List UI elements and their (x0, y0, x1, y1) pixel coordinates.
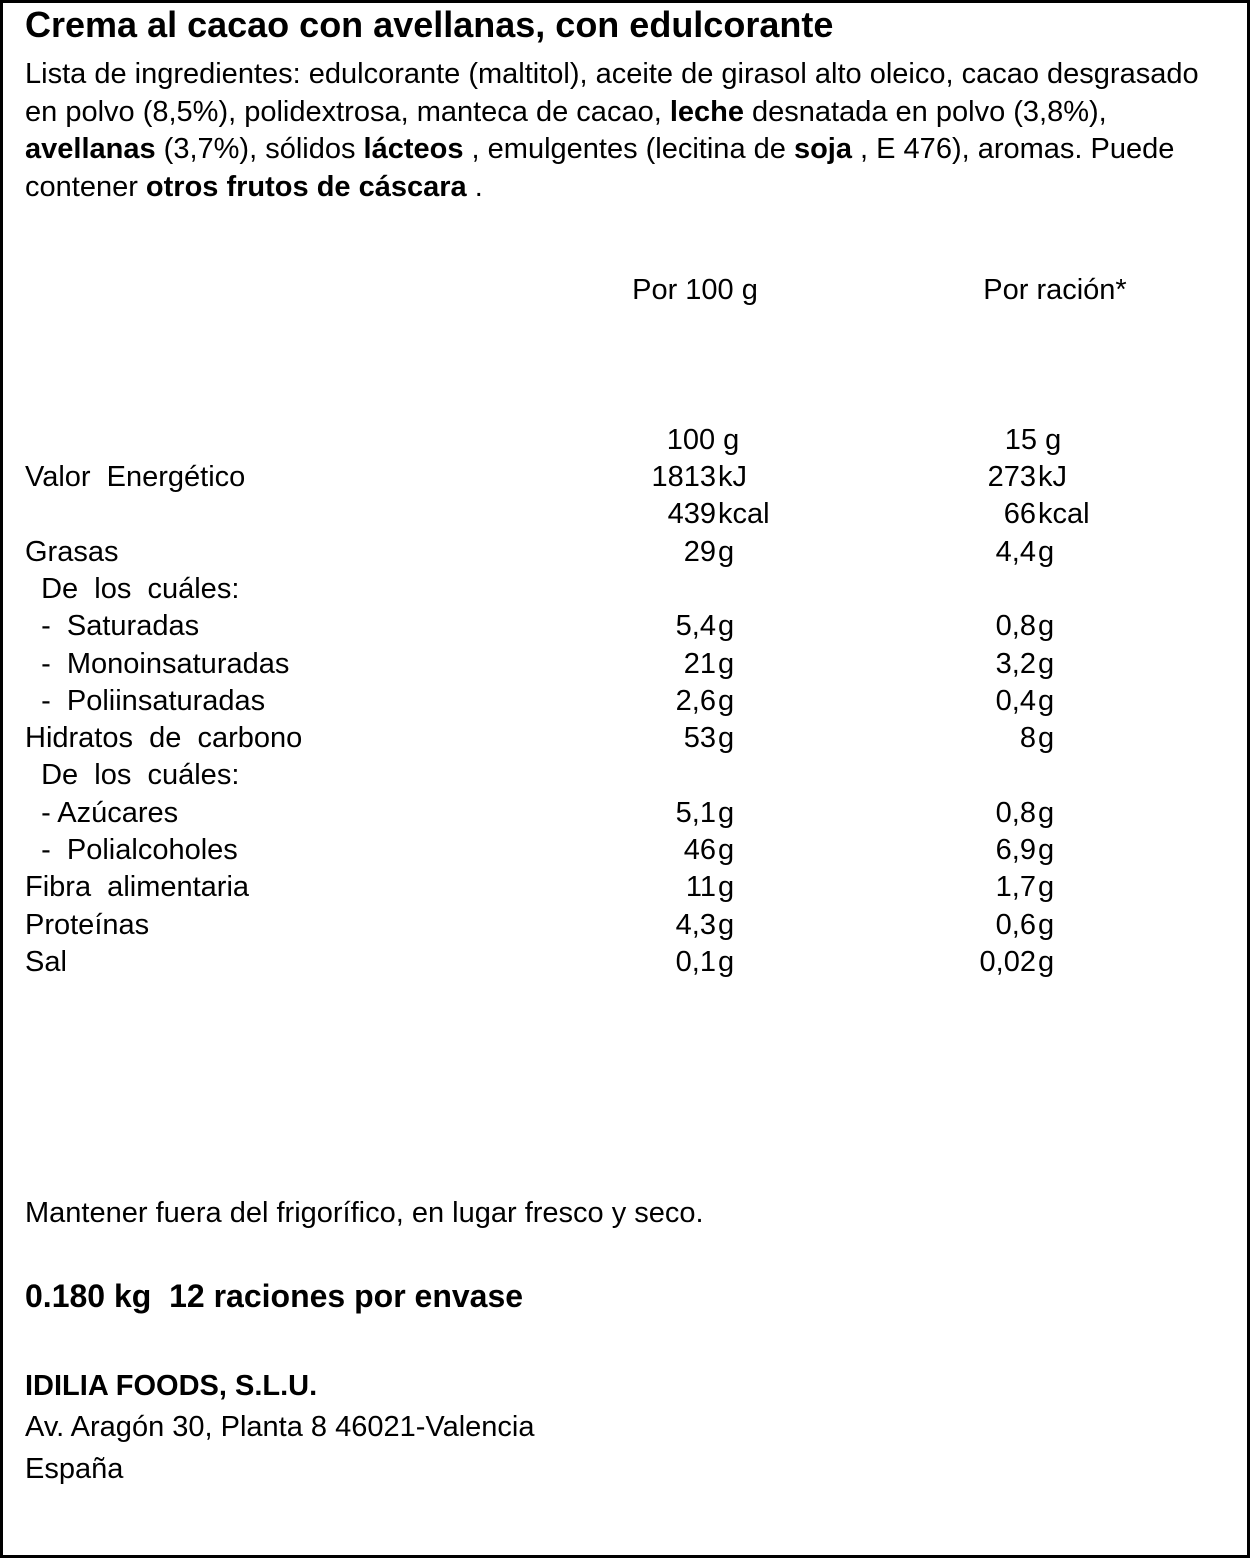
unit-per-100g: g (718, 796, 735, 829)
nutrient-label: Sal (25, 945, 67, 978)
unit-per-serving: g (1038, 871, 1055, 904)
ingredient-text: Lista de ingredientes: edulcorante (malt… (25, 58, 1199, 128)
table-row: Grasas 29 g 4,4 g (0, 534, 1250, 571)
unit-per-serving: g (1038, 722, 1055, 755)
nutrient-label: Hidratos de carbono (25, 722, 303, 755)
unit-per-100g: kJ (718, 461, 747, 493)
value-per-serving: 0,6 (995, 908, 1036, 941)
nutrient-label: - Saturadas (25, 610, 200, 643)
value-per-100g: 46 (683, 834, 716, 866)
table-row: Hidratos de carbono 53 g 8 g (0, 720, 1250, 757)
table-row: De los cuáles: (0, 571, 1250, 608)
value-per-100g: 53 (683, 722, 716, 755)
value-per-100g: 5,4 (675, 610, 716, 643)
nutrient-label: Valor Energético (25, 461, 246, 493)
table-row: Fibra alimentaria 11 g 1,7 g (0, 869, 1250, 906)
unit-per-serving: g (1038, 834, 1055, 866)
value-per-serving: 0,4 (995, 684, 1036, 717)
col-header-per-100g: Por 100 g (632, 274, 758, 306)
nutrient-label: Grasas (25, 535, 119, 568)
unit-per-serving: g (1038, 684, 1055, 717)
portion-col2: 15 g (1004, 424, 1062, 456)
unit-per-serving: g (1038, 908, 1055, 941)
value-per-100g: 5,1 (675, 796, 716, 829)
unit-per-serving: g (1038, 610, 1055, 643)
unit-per-100g: kcal (718, 498, 770, 531)
value-per-serving: 4,4 (995, 535, 1036, 568)
table-row: - Azúcares 5,1 g 0,8 g (0, 795, 1250, 832)
value-per-serving: 1,7 (995, 871, 1036, 904)
nutrient-label: - Polialcoholes (25, 834, 238, 866)
net-weight: 0.180 kg 12 raciones por envase (25, 1278, 524, 1314)
value-per-100g: 29 (683, 535, 716, 568)
unit-per-serving: kcal (1038, 498, 1090, 531)
value-per-100g: 1813 (651, 461, 716, 493)
unit-per-100g: g (718, 834, 735, 866)
table-row: De los cuáles: (0, 757, 1250, 794)
value-per-serving: 273 (987, 461, 1036, 493)
portion-row: 100 g 15 g (0, 422, 1250, 459)
ingredient-text: , emulgentes (lecitina de (463, 133, 794, 165)
product-title: Crema al cacao con avellanas, con edulco… (25, 4, 834, 45)
value-per-serving: 66 (1003, 498, 1036, 531)
value-per-serving: 0,02 (979, 945, 1036, 978)
unit-per-100g: g (718, 945, 735, 978)
value-per-100g: 0,1 (675, 945, 716, 978)
value-per-100g: 439 (667, 498, 716, 531)
unit-per-serving: kJ (1038, 461, 1067, 493)
nutrient-label: Proteínas (25, 908, 150, 941)
value-per-100g: 4,3 (675, 908, 716, 941)
table-row: - Saturadas 5,4 g 0,8 g (0, 608, 1250, 645)
unit-per-serving: g (1038, 535, 1055, 568)
nutrient-label: - Azúcares (25, 796, 179, 829)
nutrient-label: Fibra alimentaria (25, 871, 250, 904)
nutrient-label: De los cuáles: (25, 759, 240, 792)
unit-per-100g: g (718, 535, 735, 568)
value-per-100g: 11 (685, 871, 716, 904)
unit-per-100g: g (718, 908, 735, 941)
ingredient-text: , E 476), aromas. Puede contener (25, 133, 1175, 203)
value-per-serving: 0,8 (995, 610, 1036, 643)
nutrient-label: - Poliinsaturadas (25, 684, 266, 717)
allergen-text: lácteos (363, 133, 464, 165)
company-name: IDILIA FOODS, S.L.U. (25, 1370, 318, 1402)
unit-per-100g: g (718, 647, 735, 680)
allergen-text: otros frutos de cáscara (145, 170, 467, 203)
unit-per-100g: g (718, 684, 735, 717)
table-row: 439 kcal 66 kcal (0, 496, 1250, 533)
unit-per-serving: g (1038, 796, 1055, 829)
company-address: Av. Aragón 30, Planta 8 46021-Valencia (25, 1411, 535, 1443)
unit-per-100g: g (718, 871, 735, 904)
value-per-100g: 21 (683, 647, 716, 680)
storage-note: Mantener fuera del frigorífico, en lugar… (25, 1197, 704, 1229)
allergen-text: leche (669, 95, 744, 128)
ingredient-text: . (466, 170, 483, 203)
unit-per-100g: g (718, 722, 735, 755)
unit-per-100g: g (718, 610, 735, 643)
unit-per-serving: g (1038, 945, 1055, 978)
allergen-text: soja (793, 133, 852, 165)
value-per-serving: 8 (1019, 722, 1036, 755)
value-per-100g: 2,6 (675, 684, 716, 717)
ingredient-text: desnatada en polvo (3,8%), (743, 95, 1107, 128)
ingredient-text: (3,7%), sólidos (155, 133, 364, 165)
company-country: España (25, 1453, 124, 1485)
table-row: Proteínas 4,3 g 0,6 g (0, 907, 1250, 944)
col-header-per-serving: Por ración* (983, 274, 1127, 306)
nutrient-label: De los cuáles: (25, 572, 240, 605)
unit-per-serving: g (1038, 647, 1055, 680)
ingredients-list: Lista de ingredientes: edulcorante (malt… (25, 56, 1225, 206)
table-row: Valor Energético 1813 kJ 273 kJ (0, 459, 1250, 496)
table-row: - Polialcoholes 46 g 6,9 g (0, 832, 1250, 869)
value-per-serving: 6,9 (995, 834, 1036, 866)
nutrient-label: - Monoinsaturadas (25, 647, 290, 680)
table-row: - Poliinsaturadas 2,6 g 0,4 g (0, 683, 1250, 720)
allergen-text: avellanas (25, 133, 156, 165)
portion-col1: 100 g (666, 424, 740, 456)
table-row: Sal 0,1 g 0,02 g (0, 944, 1250, 981)
value-per-serving: 0,8 (995, 796, 1036, 829)
table-row: - Monoinsaturadas 21 g 3,2 g (0, 646, 1250, 683)
value-per-serving: 3,2 (995, 647, 1036, 680)
